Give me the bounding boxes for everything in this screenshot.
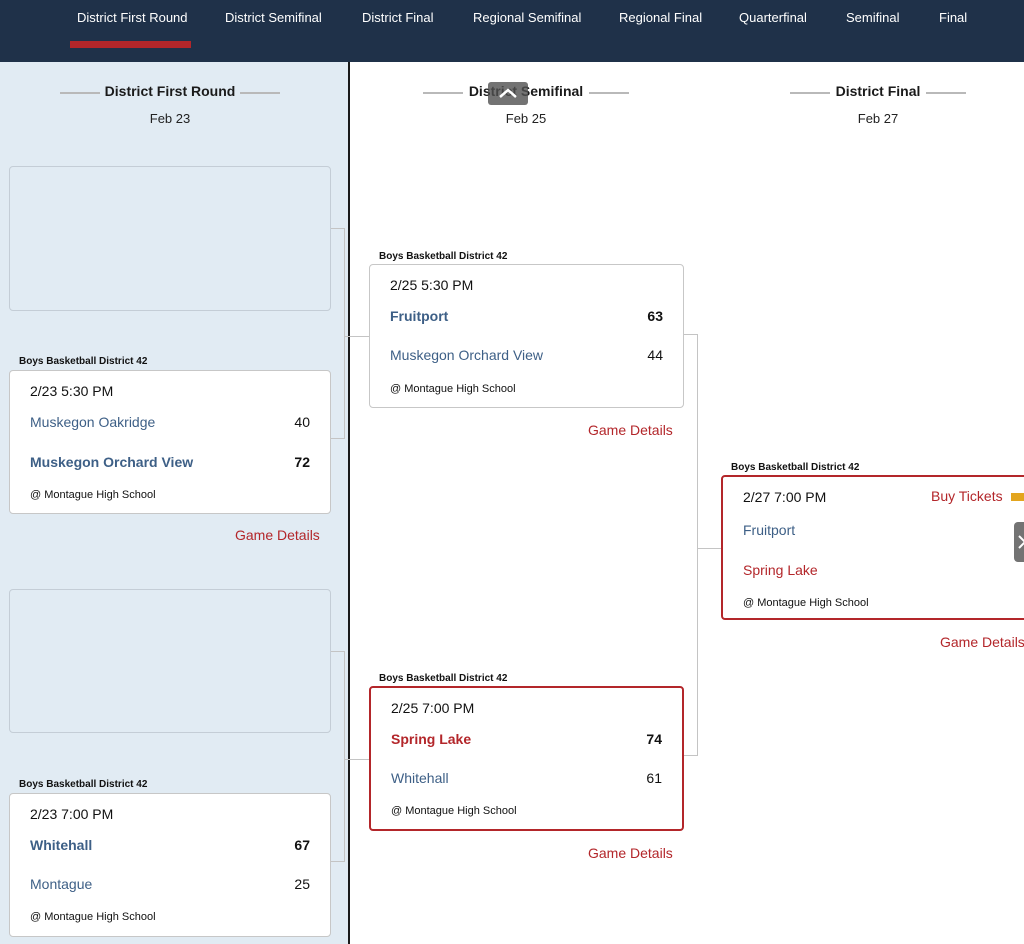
- bracket-connector: [330, 228, 345, 229]
- column-header-district-first-round: District First Round Feb 23: [60, 83, 280, 126]
- district-label: Boys Basketball District 42: [19, 779, 148, 790]
- district-label: Boys Basketball District 42: [379, 251, 508, 262]
- game-details-link[interactable]: Game Details: [940, 634, 1024, 650]
- game-details-link[interactable]: Game Details: [588, 845, 673, 861]
- tab-quarterfinal[interactable]: Quarterfinal: [739, 10, 807, 25]
- column-date: Feb 23: [149, 111, 191, 126]
- bracket-connector: [683, 334, 698, 335]
- district-label: Boys Basketball District 42: [731, 462, 860, 473]
- game-venue: @ Montague High School: [30, 911, 156, 923]
- bracket-connector: [344, 228, 345, 439]
- team-name: Whitehall: [391, 770, 449, 786]
- bracket-connector: [330, 438, 345, 439]
- game-time: 2/25 5:30 PM: [390, 277, 474, 293]
- tab-final[interactable]: Final: [939, 10, 968, 25]
- game-card[interactable]: 2/23 5:30 PM Muskegon Oakridge 40 Muskeg…: [9, 370, 331, 514]
- chevron-right-icon: [1018, 535, 1024, 549]
- game-card[interactable]: 2/25 5:30 PM Fruitport 63 Muskegon Orcha…: [369, 264, 684, 408]
- header-rule-right: [240, 92, 280, 94]
- game-card[interactable]: 2/25 7:00 PM Spring Lake 74 Whitehall 61…: [369, 686, 684, 831]
- header-rule-left: [790, 92, 830, 94]
- game-time: 2/23 5:30 PM: [30, 383, 114, 399]
- game-card[interactable]: 2/23 7:00 PM Whitehall 67 Montague 25 @ …: [9, 793, 331, 937]
- team-score: 25: [294, 876, 310, 892]
- team-score-winner: 72: [294, 454, 310, 470]
- header-rule-left: [423, 92, 463, 94]
- game-time: 2/23 7:00 PM: [30, 806, 114, 822]
- team-score-winner: 74: [646, 731, 662, 747]
- bracket-connector: [330, 651, 345, 652]
- game-venue: @ Montague High School: [743, 597, 869, 609]
- game-details-link[interactable]: Game Details: [588, 422, 673, 438]
- team-score: 44: [647, 347, 663, 363]
- game-time: 2/27 7:00 PM: [743, 489, 827, 505]
- team-score-winner: 67: [294, 837, 310, 853]
- team-name: Spring Lake: [743, 562, 818, 578]
- bracket-connector: [697, 548, 722, 549]
- buy-tickets-link[interactable]: Buy Tickets: [931, 488, 1003, 504]
- team-score: 61: [646, 770, 662, 786]
- empty-bracket-slot: [9, 166, 331, 311]
- district-label: Boys Basketball District 42: [19, 356, 148, 367]
- game-venue: @ Montague High School: [30, 489, 156, 501]
- team-name: Muskegon Oakridge: [30, 414, 156, 430]
- team-score: 40: [294, 414, 310, 430]
- game-time: 2/25 7:00 PM: [391, 700, 475, 716]
- game-card[interactable]: 2/27 7:00 PM Fruitport Spring Lake @ Mon…: [721, 475, 1024, 620]
- bracket-connector: [344, 336, 370, 337]
- team-name-winner: Spring Lake: [391, 731, 472, 747]
- district-label: Boys Basketball District 42: [379, 673, 508, 684]
- game-details-link[interactable]: Game Details: [235, 527, 320, 543]
- game-venue: @ Montague High School: [390, 383, 516, 395]
- tab-regional-semifinal[interactable]: Regional Semifinal: [473, 10, 582, 25]
- chevron-up-icon: [499, 88, 517, 98]
- tab-district-first-round[interactable]: District First Round: [77, 10, 188, 25]
- bracket-connector: [344, 651, 345, 862]
- tab-district-final[interactable]: District Final: [362, 10, 434, 25]
- game-venue: @ Montague High School: [391, 805, 517, 817]
- team-score-winner: 63: [647, 308, 663, 324]
- team-name: Muskegon Orchard View: [390, 347, 544, 363]
- header-rule-left: [60, 92, 100, 94]
- column-title: District First Round: [104, 83, 236, 99]
- column-header-district-final: District Final Feb 27: [790, 83, 966, 126]
- column-date: Feb 25: [505, 111, 547, 126]
- tab-district-semifinal[interactable]: District Semifinal: [225, 10, 322, 25]
- header-rule-right: [926, 92, 966, 94]
- team-name: Montague: [30, 876, 93, 892]
- column-date: Feb 27: [857, 111, 899, 126]
- team-name-winner: Whitehall: [30, 837, 93, 853]
- tab-regional-final[interactable]: Regional Final: [619, 10, 703, 25]
- empty-bracket-slot: [9, 589, 331, 733]
- round-navigation: District First Round District Semifinal …: [0, 0, 1024, 62]
- team-name-winner: Muskegon Orchard View: [30, 454, 194, 470]
- ticket-icon[interactable]: [1011, 493, 1024, 501]
- scroll-up-button[interactable]: [488, 82, 528, 105]
- team-name-winner: Fruitport: [390, 308, 449, 324]
- team-name: Fruitport: [743, 522, 796, 538]
- bracket-connector: [683, 755, 698, 756]
- bracket-connector: [697, 334, 698, 756]
- header-rule-right: [589, 92, 629, 94]
- bracket-connector: [344, 759, 370, 760]
- scroll-right-button[interactable]: [1014, 522, 1024, 562]
- tab-semifinal[interactable]: Semifinal: [846, 10, 900, 25]
- active-tab-indicator: [70, 41, 191, 48]
- column-title: District Final: [835, 83, 921, 99]
- bracket-connector: [330, 861, 345, 862]
